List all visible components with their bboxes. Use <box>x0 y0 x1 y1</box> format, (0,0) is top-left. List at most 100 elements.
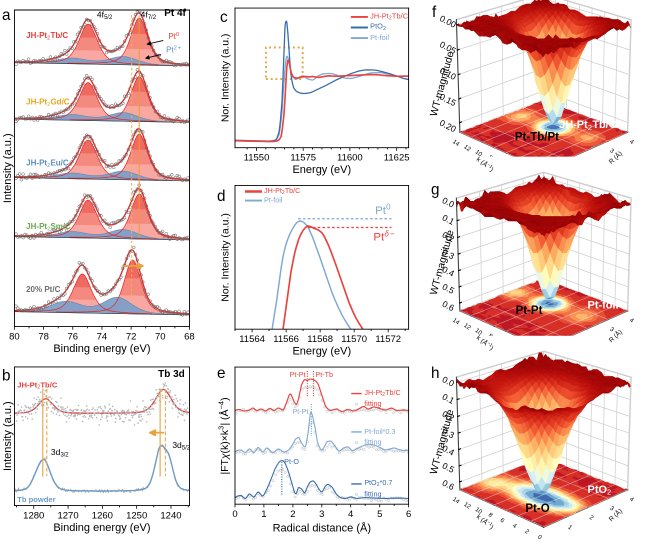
svg-text:0.6: 0.6 <box>441 478 456 492</box>
svg-text:78: 78 <box>38 331 49 342</box>
svg-text:0.5: 0.5 <box>441 281 456 295</box>
svg-text:0.3: 0.3 <box>441 247 456 261</box>
svg-text:Nor. Intensity (a.u.): Nor. Intensity (a.u.) <box>221 34 232 123</box>
svg-text:14: 14 <box>451 317 461 327</box>
svg-text:fitting: fitting <box>364 437 381 446</box>
svg-text:11575: 11575 <box>290 152 316 163</box>
svg-text:fitting: fitting <box>364 399 381 408</box>
svg-text:3: 3 <box>608 326 615 334</box>
svg-text:74: 74 <box>97 331 108 342</box>
svg-text:5: 5 <box>377 509 382 520</box>
svg-text:12: 12 <box>462 143 472 153</box>
svg-text:k ( Å ) − 1: k ( Å ) − 1 <box>473 321 510 358</box>
svg-text:f: f <box>432 4 437 21</box>
svg-text:Radical distance (Å): Radical distance (Å) <box>273 521 371 534</box>
svg-text:P t O 2: P t O 2 <box>370 9 388 34</box>
svg-text:Pt-foil: Pt-foil <box>264 195 283 204</box>
svg-text:J H - P t T b / C 2: J H - P t T b / C 2 <box>17 367 63 392</box>
svg-text:Pt-Pt: Pt-Pt <box>292 407 308 416</box>
svg-text:g: g <box>431 182 440 199</box>
svg-text:0.2: 0.2 <box>441 409 456 423</box>
svg-text:e: e <box>217 365 225 382</box>
svg-text:11570: 11570 <box>341 334 367 345</box>
svg-text:Pt-foil*0.3: Pt-foil*0.3 <box>364 427 395 436</box>
svg-text:0.5: 0.5 <box>441 461 456 475</box>
svg-text:14: 14 <box>451 138 461 148</box>
svg-text:11600: 11600 <box>337 152 363 163</box>
svg-text:0.0: 0.0 <box>441 374 456 388</box>
svg-text:11625: 11625 <box>384 152 410 163</box>
svg-text:1250: 1250 <box>126 510 147 521</box>
svg-text:14: 14 <box>451 496 461 506</box>
svg-text:76: 76 <box>67 331 78 342</box>
svg-text:11550: 11550 <box>244 152 270 163</box>
svg-text:J H - P t T b / C 2: J H - P t T b / C 2 <box>264 173 306 198</box>
svg-text:11564: 11564 <box>239 334 265 345</box>
svg-text:Pt-O: Pt-O <box>284 457 299 466</box>
svg-text:Intensity (a.u.): Intensity (a.u.) <box>2 401 14 471</box>
svg-text:Pt-foil: Pt-foil <box>370 33 389 42</box>
svg-text:4: 4 <box>628 496 635 504</box>
svg-text:P t 0: P t 0 <box>168 19 181 44</box>
svg-text:2: 2 <box>290 509 295 520</box>
svg-text:0.4: 0.4 <box>441 443 456 457</box>
svg-text:J H - P t T b / C 2: J H - P t T b / C 2 <box>364 375 406 400</box>
svg-text:J H - P t T b / C 2: J H - P t T b / C 2 <box>370 0 414 23</box>
svg-text:3 d 3 / 2: 3 d 3 / 2 <box>51 435 71 461</box>
svg-text:8: 8 <box>487 511 494 519</box>
svg-text:| F T ( k ) × k | ( Å ) χ 3: | F T ( k ) × k | ( Å ) χ 3 − 4 <box>204 392 233 475</box>
svg-text:10: 10 <box>474 327 484 337</box>
svg-text:1270: 1270 <box>57 510 78 521</box>
svg-text:J H - P t E u / C 2: J H - P t E u / C 2 <box>26 146 74 171</box>
svg-text:6: 6 <box>499 517 506 525</box>
svg-text:0.0: 0.0 <box>441 195 456 209</box>
svg-text:10: 10 <box>474 149 484 159</box>
svg-text:70: 70 <box>155 331 166 342</box>
svg-text:1: 1 <box>261 509 266 520</box>
svg-text:3: 3 <box>319 509 324 520</box>
svg-text:fitting: fitting <box>364 489 381 498</box>
svg-text:Pt-Tb/Pt: Pt-Tb/Pt <box>515 131 559 143</box>
svg-text:Pt 4f: Pt 4f <box>164 8 186 19</box>
svg-text:Pt-Pt: Pt-Pt <box>516 305 543 317</box>
svg-text:11566: 11566 <box>273 334 299 345</box>
svg-text:P t 2 +: P t 2 + <box>166 29 182 57</box>
svg-text:0: 0 <box>536 534 543 542</box>
svg-text:4 f 5 / 2: 4 f 5 / 2 <box>97 0 115 24</box>
svg-text:6: 6 <box>406 509 411 520</box>
svg-text:b: b <box>2 368 11 385</box>
svg-text:k ( Å ) − 1: k ( Å ) − 1 <box>473 500 510 537</box>
svg-text:c: c <box>220 9 228 26</box>
svg-text:P t O * 0 . 7 2: P t O * 0 . 7 2 <box>364 465 398 490</box>
svg-text:4 f 7 / 2: 4 f 7 / 2 <box>141 0 159 24</box>
svg-text:k ( Å ) − 1: k ( Å ) − 1 <box>473 142 510 179</box>
svg-text:10: 10 <box>474 506 484 516</box>
svg-text:0.6: 0.6 <box>441 299 456 313</box>
svg-text:h: h <box>431 365 440 382</box>
svg-text:1280: 1280 <box>23 510 44 521</box>
svg-text:d: d <box>217 188 225 205</box>
svg-text:Binding energy (eV): Binding energy (eV) <box>53 343 150 355</box>
svg-text:68: 68 <box>184 331 195 342</box>
svg-text:Energy (eV): Energy (eV) <box>292 164 351 176</box>
svg-text:11572: 11572 <box>375 334 401 345</box>
svg-text:J H - P t G d / C 2: J H - P t G d / C 2 <box>26 85 75 110</box>
svg-text:J H - P t T b / C 2: J H - P t T b / C 2 <box>559 108 622 133</box>
svg-text:Energy (eV): Energy (eV) <box>292 346 351 358</box>
svg-text:0.3: 0.3 <box>441 426 456 440</box>
svg-text:12: 12 <box>462 322 472 332</box>
svg-text:Pt-Pt: Pt-Pt <box>290 370 306 379</box>
svg-text:Tb powder: Tb powder <box>17 495 55 504</box>
svg-text:a: a <box>2 7 11 24</box>
svg-text:0.4: 0.4 <box>441 264 456 278</box>
svg-text:Tb 3d: Tb 3d <box>158 369 185 380</box>
svg-text:2: 2 <box>523 528 530 536</box>
svg-text:0.1: 0.1 <box>441 391 456 405</box>
svg-text:1240: 1240 <box>160 510 181 521</box>
svg-text:4: 4 <box>628 317 635 325</box>
svg-text:3: 3 <box>608 505 615 513</box>
svg-text:Intensity (a.u.): Intensity (a.u.) <box>2 133 14 203</box>
svg-text:11568: 11568 <box>307 334 333 345</box>
svg-text:0.2: 0.2 <box>441 230 456 244</box>
svg-text:P t 0: P t 0 <box>375 194 391 219</box>
